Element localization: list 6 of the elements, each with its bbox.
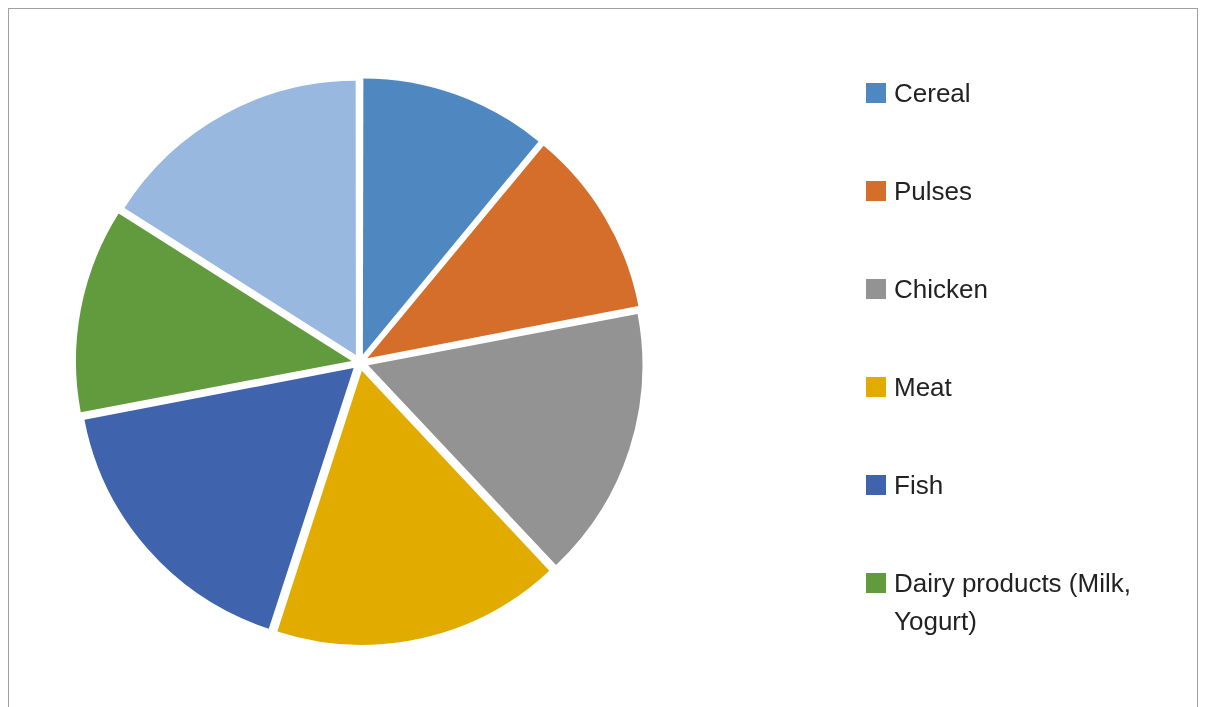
- legend-label: Cereal: [894, 77, 971, 110]
- legend-label: Meat: [894, 371, 952, 404]
- legend-label: Chicken: [894, 273, 988, 306]
- legend-label: Fish: [894, 469, 944, 502]
- legend-label: Pulses: [894, 175, 973, 208]
- legend-label: Dairy products (Milk, Yogurt): [894, 567, 1132, 638]
